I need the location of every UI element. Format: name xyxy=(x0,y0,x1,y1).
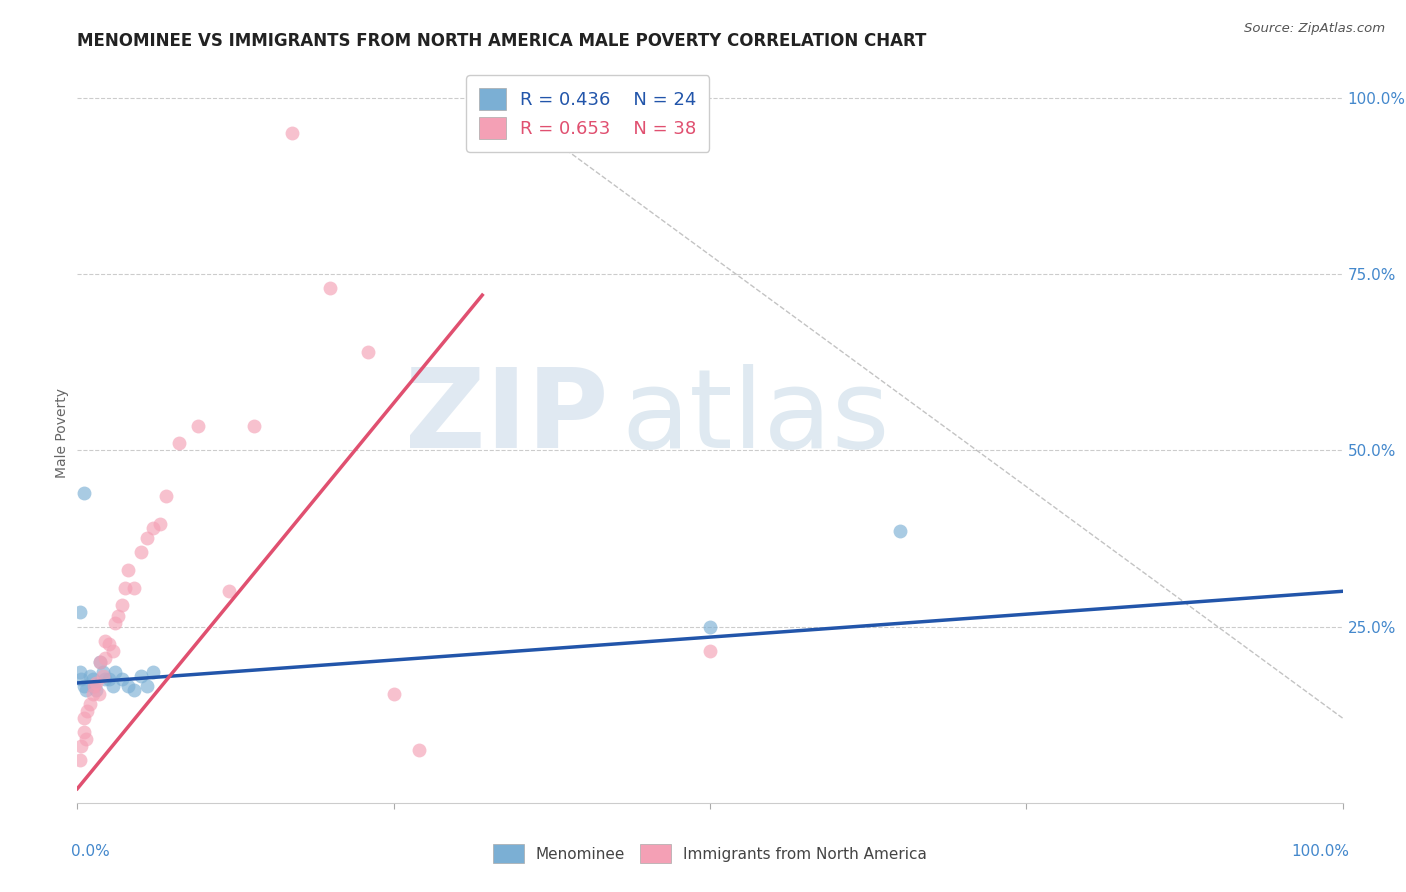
Point xyxy=(129,545,152,559)
Point xyxy=(243,418,266,433)
Point xyxy=(89,655,111,669)
Point xyxy=(699,619,721,633)
Point xyxy=(142,665,165,680)
Y-axis label: Male Poverty: Male Poverty xyxy=(55,388,69,477)
Point xyxy=(86,683,108,698)
Point xyxy=(218,584,240,599)
Point xyxy=(83,680,105,694)
Point xyxy=(73,725,96,739)
Point xyxy=(124,581,146,595)
Point xyxy=(382,686,405,700)
Point xyxy=(87,686,110,700)
Point xyxy=(281,126,304,140)
Point xyxy=(142,521,165,535)
Point xyxy=(82,673,104,687)
Text: ZIP: ZIP xyxy=(405,364,609,471)
Point xyxy=(114,581,136,595)
Point xyxy=(69,754,91,768)
Point xyxy=(124,683,146,698)
Point xyxy=(111,673,132,687)
Point xyxy=(69,665,91,680)
Point xyxy=(94,633,117,648)
Point xyxy=(70,739,93,754)
Text: 100.0%: 100.0% xyxy=(1291,844,1348,858)
Point xyxy=(408,743,430,757)
Point xyxy=(75,683,97,698)
Point xyxy=(111,599,132,613)
Point xyxy=(155,489,177,503)
Point xyxy=(319,281,342,295)
Text: 0.0%: 0.0% xyxy=(70,844,110,858)
Point xyxy=(98,637,120,651)
Point xyxy=(91,669,114,683)
Point xyxy=(117,680,139,694)
Point xyxy=(167,436,190,450)
Point xyxy=(73,680,96,694)
Point xyxy=(107,609,129,624)
Point xyxy=(889,524,911,539)
Point xyxy=(76,704,98,718)
Point xyxy=(136,532,159,546)
Point xyxy=(89,655,111,669)
Point xyxy=(101,644,124,658)
Point xyxy=(98,673,120,687)
Point xyxy=(73,485,96,500)
Point xyxy=(186,418,209,433)
Point xyxy=(357,344,380,359)
Point xyxy=(73,711,96,725)
Legend: Menominee, Immigrants from North America: Menominee, Immigrants from North America xyxy=(486,838,934,869)
Point xyxy=(101,680,124,694)
Point xyxy=(129,669,152,683)
Point xyxy=(83,680,105,694)
Point xyxy=(70,673,93,687)
Point xyxy=(104,665,127,680)
Point xyxy=(86,676,108,690)
Point xyxy=(94,673,117,687)
Point xyxy=(104,615,127,630)
Point xyxy=(117,563,139,577)
Point xyxy=(91,665,114,680)
Point xyxy=(82,686,104,700)
Point xyxy=(699,644,721,658)
Point xyxy=(75,732,97,747)
Point xyxy=(136,680,159,694)
Text: Source: ZipAtlas.com: Source: ZipAtlas.com xyxy=(1244,22,1385,36)
Point xyxy=(69,606,91,620)
Point xyxy=(94,651,117,665)
Point xyxy=(79,697,101,711)
Text: MENOMINEE VS IMMIGRANTS FROM NORTH AMERICA MALE POVERTY CORRELATION CHART: MENOMINEE VS IMMIGRANTS FROM NORTH AMERI… xyxy=(77,32,927,50)
Point xyxy=(149,517,172,532)
Point xyxy=(79,669,101,683)
Text: atlas: atlas xyxy=(621,364,890,471)
